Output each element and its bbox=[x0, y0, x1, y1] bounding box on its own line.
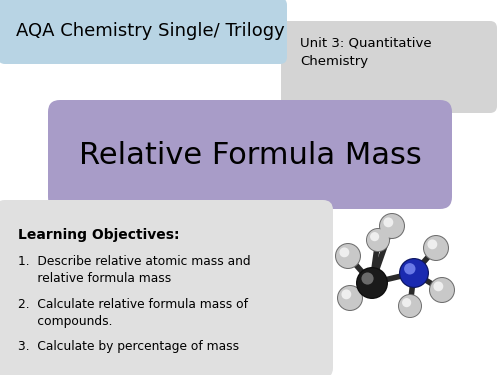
Circle shape bbox=[430, 278, 454, 302]
Text: 1.  Describe relative atomic mass and
     relative formula mass: 1. Describe relative atomic mass and rel… bbox=[18, 255, 250, 285]
Text: 2.  Calculate relative formula mass of
     compounds.: 2. Calculate relative formula mass of co… bbox=[18, 298, 248, 328]
Text: Unit 3: Quantitative
Chemistry: Unit 3: Quantitative Chemistry bbox=[300, 36, 432, 68]
Circle shape bbox=[424, 236, 448, 260]
Circle shape bbox=[358, 268, 386, 298]
FancyBboxPatch shape bbox=[281, 21, 497, 113]
Circle shape bbox=[338, 286, 362, 310]
Circle shape bbox=[335, 243, 361, 269]
FancyBboxPatch shape bbox=[0, 200, 333, 375]
Circle shape bbox=[423, 235, 449, 261]
Circle shape bbox=[336, 244, 360, 268]
FancyBboxPatch shape bbox=[0, 0, 287, 64]
Circle shape bbox=[402, 298, 411, 307]
Text: Relative Formula Mass: Relative Formula Mass bbox=[78, 141, 422, 170]
Circle shape bbox=[404, 263, 415, 274]
Circle shape bbox=[428, 239, 438, 249]
Circle shape bbox=[399, 258, 429, 288]
Circle shape bbox=[398, 294, 422, 318]
Circle shape bbox=[429, 277, 455, 303]
Circle shape bbox=[399, 295, 421, 317]
Circle shape bbox=[362, 273, 374, 285]
Circle shape bbox=[356, 267, 388, 299]
Circle shape bbox=[380, 214, 404, 238]
Text: Learning Objectives:: Learning Objectives: bbox=[18, 228, 180, 242]
Circle shape bbox=[434, 281, 444, 291]
Text: AQA Chemistry Single/ Trilogy: AQA Chemistry Single/ Trilogy bbox=[16, 22, 285, 40]
Circle shape bbox=[370, 232, 379, 241]
Circle shape bbox=[400, 259, 428, 287]
Text: 3.  Calculate by percentage of mass: 3. Calculate by percentage of mass bbox=[18, 340, 239, 353]
Circle shape bbox=[337, 285, 363, 311]
Circle shape bbox=[384, 217, 394, 227]
Circle shape bbox=[367, 229, 389, 251]
FancyBboxPatch shape bbox=[48, 100, 452, 209]
Circle shape bbox=[340, 248, 349, 257]
Circle shape bbox=[366, 228, 390, 252]
Circle shape bbox=[342, 290, 351, 299]
Circle shape bbox=[379, 213, 405, 239]
